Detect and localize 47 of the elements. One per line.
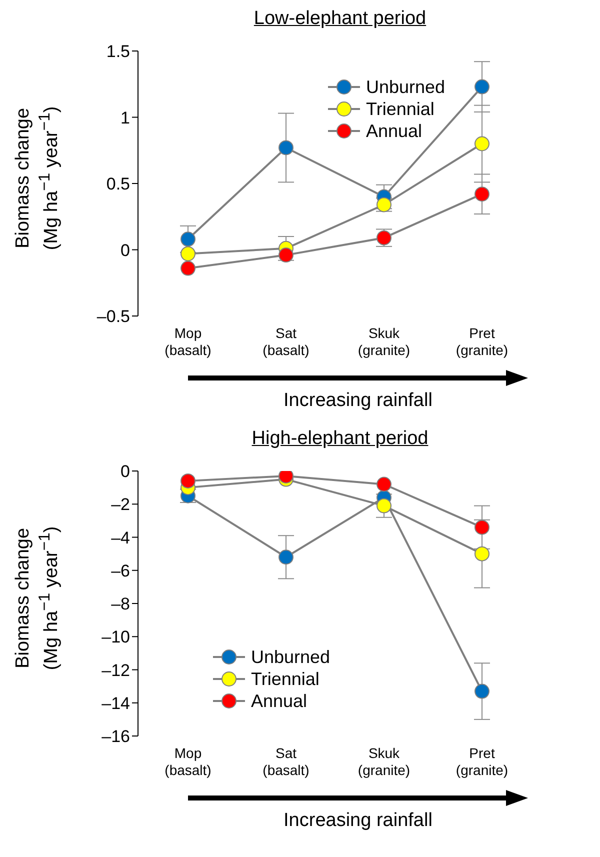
x-tick-label: Sat (basalt) — [262, 745, 310, 778]
point — [376, 476, 392, 492]
y-tick-label: –6 — [111, 561, 130, 580]
y-tick-label: –0.5 — [96, 307, 130, 326]
point — [278, 248, 294, 263]
legend-label: Annual — [366, 120, 422, 142]
y-tick-label: –8 — [111, 594, 130, 614]
y-tick-label: –4 — [111, 528, 130, 548]
x-tick-label: Pret (granite) — [456, 325, 508, 358]
legend-label: Triennial — [251, 668, 320, 690]
y-tick-label: –14 — [102, 694, 130, 713]
y-tick-label: –10 — [102, 628, 130, 647]
legend-label: Unburned — [366, 76, 446, 98]
point — [376, 498, 392, 514]
chart-title: Low-elephant period — [252, 8, 428, 31]
x-axis-title: Increasing rainfall — [282, 810, 434, 832]
x-tick-label: Sat (basalt) — [262, 325, 310, 358]
point — [474, 684, 490, 699]
point — [180, 473, 196, 488]
point — [278, 140, 294, 156]
x-tick-label: Skuk (granite) — [358, 325, 410, 358]
point — [474, 136, 490, 152]
y-tick-label: 1.5 — [106, 42, 130, 62]
chart-title: High-elephant period — [250, 428, 430, 451]
legend-label: Triennial — [366, 98, 434, 120]
x-axis-title: Increasing rainfall — [282, 390, 434, 412]
point — [474, 520, 490, 535]
point — [474, 79, 490, 94]
x-tick-label: Mop (basalt) — [164, 745, 212, 778]
y-tick-label: –16 — [102, 727, 130, 746]
y-tick-label: 0.5 — [106, 174, 130, 194]
point — [474, 186, 490, 202]
point — [180, 232, 196, 247]
x-tick-label: Skuk (granite) — [358, 745, 410, 778]
y-tick-label: 0 — [120, 240, 130, 260]
point — [180, 260, 196, 276]
legend-label: Annual — [251, 690, 308, 712]
x-tick-label: Pret (granite) — [456, 745, 508, 778]
y-tick-label: –2 — [111, 495, 130, 514]
y-tick-label: –12 — [102, 660, 130, 680]
y-tick-label: 0 — [120, 462, 130, 482]
y-tick-label: 1 — [120, 108, 130, 128]
point — [180, 246, 196, 262]
point — [474, 546, 490, 562]
x-tick-label: Mop (basalt) — [164, 325, 212, 358]
point — [278, 550, 294, 565]
legend-label: Unburned — [251, 646, 330, 668]
